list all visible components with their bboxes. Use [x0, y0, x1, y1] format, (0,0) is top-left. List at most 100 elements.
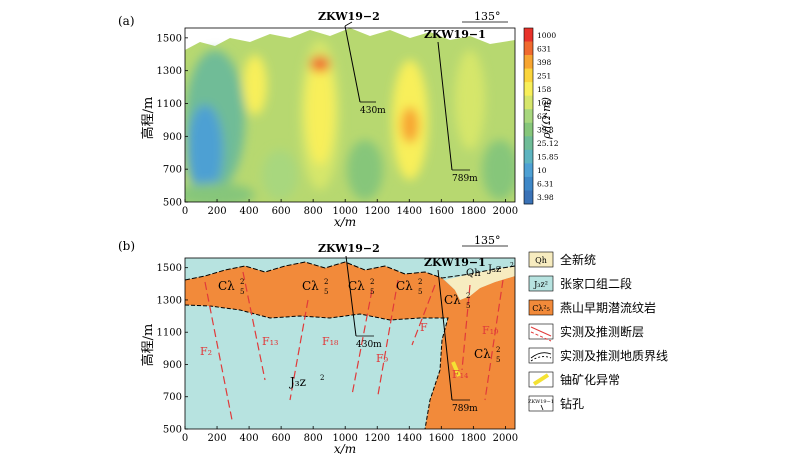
- svg-text:2: 2: [320, 374, 324, 382]
- svg-text:5: 5: [370, 288, 374, 296]
- x-tick-label: 2000: [493, 206, 518, 217]
- panel-a-y-label: 高程/m: [140, 97, 156, 140]
- x-tick-label: 800: [304, 206, 323, 217]
- fault-f: [411, 284, 436, 346]
- panel-b: (b): [118, 234, 518, 456]
- x-tick-label: 1400: [397, 206, 422, 217]
- x-tick-label: 600: [272, 433, 291, 444]
- svg-text:2: 2: [324, 278, 328, 286]
- colorbar-tick-label: 631: [537, 44, 551, 53]
- svg-text:5: 5: [418, 288, 422, 296]
- legend-uranium: 铀矿化异常: [528, 371, 620, 388]
- colorbar-cell: [524, 95, 533, 110]
- legend-fault: 实测及推测断层: [528, 323, 644, 342]
- fault-f9: [351, 289, 373, 396]
- fault-label: F₂: [200, 345, 212, 358]
- colorbar-tick-label: 3.98: [537, 193, 554, 202]
- svg-text:实测及推测断层: 实测及推测断层: [560, 324, 644, 339]
- svg-text:铀矿化异常: 铀矿化异常: [560, 373, 620, 387]
- svg-text:燕山早期潜流纹岩: 燕山早期潜流纹岩: [560, 300, 656, 315]
- fault-labels: F₂ F₁₃ F₁₈ F₉ F F₁₉ F₁₄: [200, 321, 499, 381]
- panel-a-frame: [184, 27, 516, 203]
- legend-borehole: ZKW19−1 钻孔: [528, 395, 584, 412]
- colorbar-cell: [524, 41, 533, 56]
- y-tick-label: 1300: [157, 66, 182, 77]
- unit-label-j3-lower: J₃z 2: [288, 374, 324, 389]
- x-tick-label: 1800: [461, 206, 486, 217]
- svg-text:Cλ: Cλ: [396, 279, 413, 293]
- unit-label-c4: Cλ 2 5: [396, 278, 422, 296]
- colorbar-tick-label: 1000: [537, 31, 556, 40]
- svg-text:2: 2: [510, 262, 514, 269]
- svg-text:Cλ: Cλ: [444, 293, 461, 307]
- colorbar-cell: [524, 68, 533, 83]
- svg-text:5: 5: [324, 288, 328, 296]
- panel-b-label: (b): [118, 239, 135, 253]
- x-tick-label: 400: [240, 433, 259, 444]
- colorbar-tick-label: 251: [537, 71, 551, 80]
- resistivity-colorbar: 1000 631 398 251 158 100 63 39.8 25.12 15.85 10 6.3…: [523, 27, 559, 205]
- unit-labels: Cλ 25 Cλ 25 Cλ 25 Cλ 25 Cλ 25 Cλ 25 J₃z 2 J₃z 2 …: [218, 262, 514, 389]
- borehole-name: ZKW19−1: [424, 256, 486, 269]
- y-tick-label: 1300: [157, 295, 182, 306]
- svg-text:Cλ: Cλ: [474, 347, 491, 361]
- colorbar-frame: [523, 27, 534, 205]
- svg-text:J₃z²: J₃z²: [533, 280, 548, 289]
- legend-volcanic: Cλ²₅ 燕山早期潜流纹岩: [528, 299, 656, 316]
- x-tick-label: 1400: [397, 433, 422, 444]
- x-tick-label: 200: [207, 433, 226, 444]
- x-tick-label: 600: [272, 206, 291, 217]
- borehole-zkw19-1-b: ZKW19−1 789m: [424, 256, 486, 414]
- colorbar-tick-label: 10: [537, 166, 547, 175]
- svg-text:2: 2: [496, 346, 500, 354]
- svg-text:全新统: 全新统: [560, 252, 596, 267]
- panel-a-x-axis: 0 200 400 600 800 1000 1200 1400 1600 1800 2000: [182, 199, 518, 217]
- svg-text:5: 5: [466, 302, 470, 310]
- colorbar-cell: [524, 163, 533, 178]
- x-tick-label: 1600: [429, 206, 454, 217]
- legend-qh: Qh 全新统: [528, 251, 596, 268]
- y-tick-label: 1500: [157, 33, 182, 44]
- borehole-depth: 430m: [356, 340, 382, 350]
- x-tick-label: 800: [304, 433, 323, 444]
- panel-b-frame: [184, 257, 516, 430]
- qh-unit-area: [445, 266, 515, 300]
- y-tick-label: 700: [163, 392, 182, 403]
- svg-text:5: 5: [240, 288, 244, 296]
- borehole-name: ZKW19−2: [318, 10, 380, 23]
- resistivity-section: [185, 28, 515, 202]
- y-tick-label: 1100: [157, 99, 182, 110]
- y-tick-label: 1500: [157, 263, 182, 274]
- borehole-zkw19-1-a: ZKW19−1 789m: [424, 28, 486, 184]
- svg-text:Cλ: Cλ: [218, 279, 235, 293]
- x-tick-label: 200: [207, 206, 226, 217]
- svg-text:ZKW19−1: ZKW19−1: [528, 399, 554, 405]
- svg-text:2: 2: [370, 278, 374, 286]
- topographic-surface: [185, 261, 515, 281]
- geologic-boundary: [185, 304, 449, 429]
- x-tick-label: 400: [240, 206, 259, 217]
- colorbar-cell: [524, 55, 533, 69]
- svg-text:实测及推测地质界线: 实测及推测地质界线: [560, 348, 668, 363]
- svg-text:张家口组二段: 张家口组二段: [560, 276, 632, 291]
- svg-text:钻孔: 钻孔: [560, 396, 584, 411]
- panel-a-x-label: x/m: [334, 215, 356, 229]
- svg-text:Cλ: Cλ: [302, 279, 319, 293]
- y-tick-label: 900: [163, 360, 182, 371]
- legend: Qh 全新统 J₃z² 张家口组二段 Cλ²₅ 燕山早期潜流纹岩 实测及推测断层…: [528, 251, 668, 412]
- x-tick-label: 1800: [461, 433, 486, 444]
- colorbar-cell: [524, 149, 533, 164]
- colorbar-cell: [524, 82, 533, 96]
- legend-j3z2: J₃z² 张家口组二段: [528, 275, 632, 292]
- colorbar-title: ρ/(Ω·m): [540, 97, 553, 140]
- unit-label-c3: Cλ 2 5: [348, 278, 374, 296]
- colorbar-cell: [524, 122, 533, 137]
- y-tick-label: 500: [163, 198, 182, 209]
- svg-text:2: 2: [240, 278, 244, 286]
- fault-f13: [242, 271, 266, 381]
- fault-label: F₁₄: [452, 368, 469, 381]
- panel-b-y-label: 高程/m: [140, 324, 156, 367]
- panel-a-label: (a): [118, 14, 135, 28]
- borehole-name: ZKW19−2: [318, 242, 380, 255]
